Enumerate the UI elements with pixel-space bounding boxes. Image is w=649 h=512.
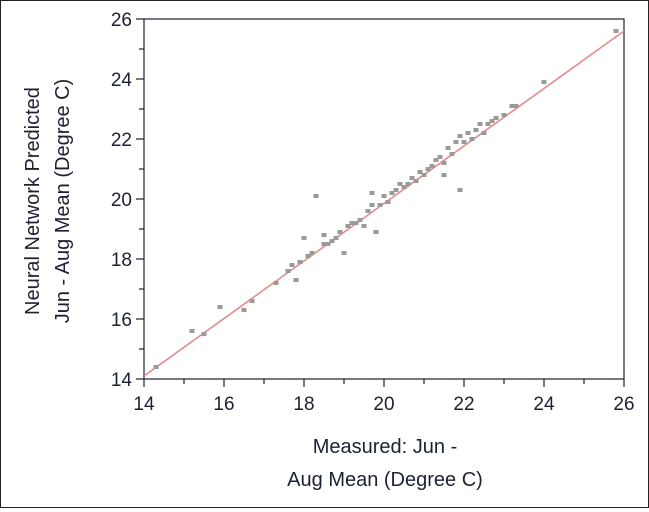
data-point xyxy=(393,188,399,192)
data-point xyxy=(321,233,327,237)
data-point xyxy=(389,191,395,195)
data-point xyxy=(337,230,343,234)
data-point xyxy=(313,194,319,198)
data-point xyxy=(449,152,455,156)
data-point xyxy=(321,242,327,246)
data-point xyxy=(417,170,423,174)
y-tick-label: 26 xyxy=(111,10,132,31)
y-axis-title-line-1: Neural Network Predicted xyxy=(22,87,44,315)
data-point xyxy=(429,164,435,168)
data-point xyxy=(333,236,339,240)
data-point xyxy=(285,269,291,273)
data-point xyxy=(325,242,331,246)
data-point xyxy=(481,131,487,135)
data-point xyxy=(509,104,515,108)
data-point xyxy=(401,185,407,189)
x-tick-label: 24 xyxy=(533,394,555,415)
data-point xyxy=(381,194,387,198)
y-tick-label: 14 xyxy=(111,370,133,391)
data-point xyxy=(445,146,451,150)
data-point xyxy=(437,155,443,159)
data-point xyxy=(365,209,371,213)
data-point xyxy=(425,167,431,171)
data-point xyxy=(461,140,467,144)
data-point xyxy=(493,116,499,120)
data-point xyxy=(353,221,359,225)
data-point xyxy=(433,158,439,162)
data-point xyxy=(293,278,299,282)
data-point xyxy=(369,203,375,207)
data-points xyxy=(153,29,619,369)
data-point xyxy=(357,218,363,222)
data-point xyxy=(305,254,311,258)
data-point xyxy=(473,128,479,132)
data-point xyxy=(513,104,519,108)
data-point xyxy=(249,299,255,303)
data-point xyxy=(309,251,315,255)
x-tick-label: 16 xyxy=(213,394,234,415)
data-point xyxy=(241,308,247,312)
data-point xyxy=(361,224,367,228)
data-point xyxy=(301,236,307,240)
data-point xyxy=(501,113,507,117)
data-point xyxy=(153,365,159,369)
data-point xyxy=(457,134,463,138)
data-point xyxy=(217,305,223,309)
data-point xyxy=(441,161,447,165)
plot-area xyxy=(143,18,625,380)
data-point xyxy=(453,140,459,144)
data-point xyxy=(385,200,391,204)
y-tick-label: 22 xyxy=(111,130,132,151)
data-point xyxy=(397,182,403,186)
data-point xyxy=(377,203,383,207)
data-point xyxy=(405,182,411,186)
data-point xyxy=(297,260,303,264)
y-tick-label: 18 xyxy=(111,250,132,271)
data-point xyxy=(485,122,491,126)
data-point xyxy=(613,29,619,33)
y-tick-label: 24 xyxy=(111,70,133,91)
y-tick-label: 20 xyxy=(111,190,132,211)
data-point xyxy=(457,188,463,192)
y-axis: 14 16 18 20 22 24 26 xyxy=(111,10,144,391)
data-point xyxy=(489,119,495,123)
x-axis: 14 16 18 20 22 24 26 xyxy=(133,379,635,415)
data-point xyxy=(329,239,335,243)
data-point xyxy=(421,173,427,177)
y-axis-title-line-2: Jun - Aug Mean (Degree C) xyxy=(52,79,74,324)
reference-line xyxy=(143,30,625,377)
data-point xyxy=(341,251,347,255)
data-point xyxy=(345,224,351,228)
data-point xyxy=(289,263,295,267)
data-point xyxy=(189,329,195,333)
data-point xyxy=(273,281,279,285)
x-tick-label: 14 xyxy=(133,394,155,415)
data-point xyxy=(349,221,355,225)
data-point xyxy=(409,176,415,180)
data-point xyxy=(465,131,471,135)
data-point xyxy=(201,332,207,336)
x-axis-title-line-2: Aug Mean (Degree C) xyxy=(287,469,483,491)
data-point xyxy=(373,230,379,234)
data-point xyxy=(369,191,375,195)
data-point xyxy=(469,137,475,141)
data-point xyxy=(541,80,547,84)
x-axis-title-line-1: Measured: Jun - xyxy=(313,436,458,458)
x-tick-label: 26 xyxy=(613,394,634,415)
x-tick-label: 18 xyxy=(293,394,314,415)
data-point xyxy=(441,173,447,177)
data-point xyxy=(477,122,483,126)
y-tick-label: 16 xyxy=(111,310,132,331)
data-point xyxy=(413,179,419,183)
x-tick-label: 20 xyxy=(373,394,394,415)
x-tick-label: 22 xyxy=(453,394,474,415)
